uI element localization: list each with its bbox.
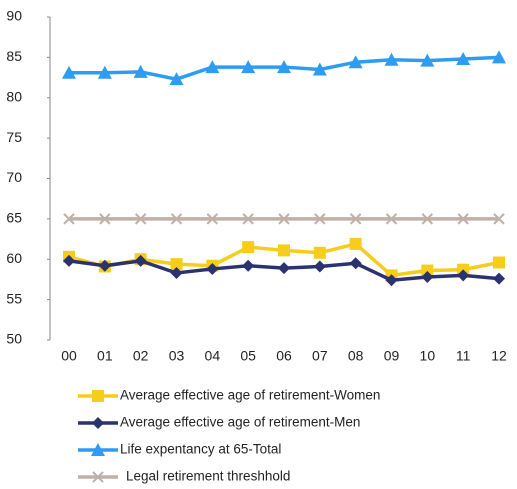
point bbox=[133, 64, 148, 78]
y-tick-label: 90 bbox=[6, 8, 22, 24]
legend-marker bbox=[92, 471, 104, 483]
point bbox=[242, 213, 254, 225]
x-tick-label: 00 bbox=[61, 348, 77, 364]
legend-label: Legal retirement threshhold bbox=[126, 469, 290, 484]
point bbox=[385, 274, 398, 287]
point bbox=[63, 213, 75, 225]
point bbox=[421, 271, 434, 284]
point bbox=[456, 51, 471, 65]
point bbox=[420, 53, 435, 67]
point bbox=[278, 244, 290, 257]
x-tick-label: 03 bbox=[169, 348, 185, 364]
x-tick-label: 09 bbox=[384, 348, 400, 364]
x-tick-label: 04 bbox=[205, 348, 221, 364]
point bbox=[134, 213, 147, 225]
point bbox=[493, 213, 505, 225]
point bbox=[349, 213, 362, 225]
point bbox=[97, 65, 112, 79]
legend-marker bbox=[92, 417, 104, 429]
x-tick-label: 06 bbox=[276, 348, 292, 364]
x-tick-label: 08 bbox=[348, 348, 364, 364]
point bbox=[242, 241, 255, 254]
point bbox=[384, 52, 399, 66]
point bbox=[205, 60, 220, 74]
point bbox=[170, 213, 183, 225]
y-tick-label: 75 bbox=[6, 129, 22, 145]
point bbox=[206, 213, 219, 225]
point bbox=[457, 269, 470, 282]
x-tick-label: 02 bbox=[133, 348, 149, 364]
point bbox=[277, 60, 291, 74]
y-tick-label: 85 bbox=[6, 48, 22, 64]
legend-label: Average effective age of retirement-Men bbox=[120, 415, 360, 430]
y-tick-label: 55 bbox=[6, 290, 22, 306]
point bbox=[242, 259, 255, 272]
x-tick-label: 01 bbox=[97, 348, 113, 364]
y-tick-label: 80 bbox=[6, 88, 22, 104]
point bbox=[278, 213, 290, 225]
point bbox=[493, 272, 505, 285]
legend-label: Average effective age of retirement-Wome… bbox=[120, 388, 380, 403]
point bbox=[170, 266, 183, 279]
x-tick-label: 10 bbox=[420, 348, 436, 364]
point bbox=[278, 262, 290, 275]
point bbox=[493, 256, 505, 269]
legend-marker bbox=[92, 390, 104, 402]
point bbox=[385, 213, 398, 225]
point bbox=[134, 254, 147, 267]
y-tick-label: 70 bbox=[6, 169, 22, 185]
point bbox=[314, 213, 326, 225]
point bbox=[457, 213, 469, 225]
point bbox=[169, 72, 184, 86]
point bbox=[349, 257, 362, 270]
x-tick-label: 12 bbox=[491, 348, 507, 364]
point bbox=[312, 62, 327, 76]
point bbox=[63, 254, 75, 267]
point bbox=[492, 50, 506, 64]
legend-marker bbox=[91, 443, 105, 456]
point bbox=[313, 260, 326, 273]
y-tick-label: 65 bbox=[6, 210, 22, 226]
y-tick-label: 60 bbox=[6, 250, 22, 266]
point bbox=[98, 259, 111, 272]
point bbox=[349, 237, 362, 250]
point bbox=[313, 246, 326, 259]
point bbox=[170, 258, 183, 271]
point bbox=[99, 213, 111, 225]
y-tick-label: 50 bbox=[6, 331, 22, 347]
x-tick-label: 05 bbox=[240, 348, 256, 364]
point bbox=[206, 262, 219, 275]
point bbox=[421, 264, 434, 277]
x-tick-label: 07 bbox=[312, 348, 328, 364]
point bbox=[421, 213, 434, 225]
x-tick-label: 11 bbox=[456, 348, 471, 364]
point bbox=[348, 55, 363, 69]
point bbox=[62, 65, 76, 79]
point bbox=[241, 60, 256, 74]
legend-label: Life expentancy at 65-Total bbox=[120, 442, 281, 457]
